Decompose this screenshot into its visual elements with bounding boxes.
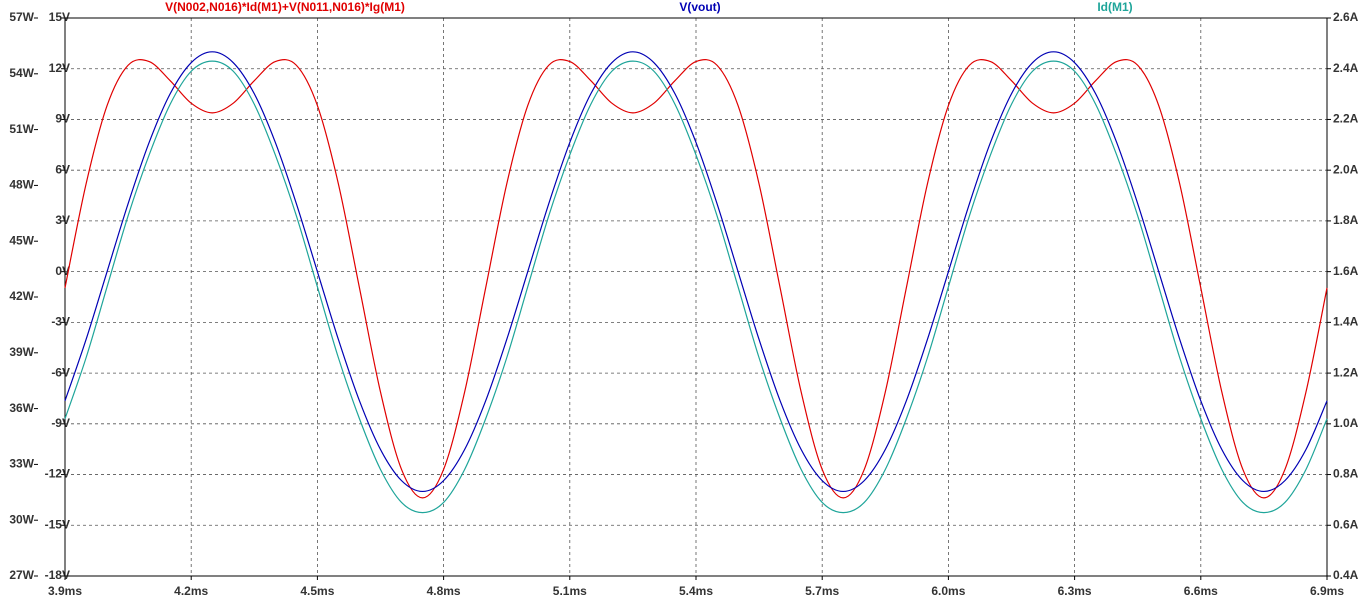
x-tick-label: 6.0ms	[931, 584, 965, 598]
y2-tick-label: 1.2A	[1333, 365, 1359, 379]
y-tick-label: -12V	[45, 467, 70, 481]
y3-tick-label: 39W	[9, 345, 34, 359]
y3-tick-label: 42W	[9, 289, 34, 303]
x-tick-label: 6.6ms	[1184, 584, 1218, 598]
series-line	[64, 51, 1328, 493]
y-tick-label: 0V	[55, 264, 70, 278]
y-tick-label: 15V	[49, 10, 70, 24]
y-tick-label: 6V	[55, 162, 70, 176]
y3-tick-label: 33W	[9, 457, 34, 471]
y3-tick-label: 51W	[9, 122, 34, 136]
series-line	[64, 59, 1328, 499]
y3-tick-label: 27W	[9, 568, 34, 582]
y-tick-label: 9V	[55, 112, 70, 126]
x-tick-label: 3.9ms	[48, 584, 82, 598]
y2-tick-label: 0.8A	[1333, 467, 1359, 481]
legend-label: Id(M1)	[1097, 0, 1132, 14]
y3-tick-label: 54W	[9, 66, 34, 80]
y-tick-label: -18V	[45, 568, 70, 582]
y-tick-label: 3V	[55, 213, 70, 227]
y3-tick-label: 57W	[9, 10, 34, 24]
x-tick-label: 4.5ms	[300, 584, 334, 598]
x-tick-label: 5.4ms	[679, 584, 713, 598]
y-tick-label: -3V	[51, 315, 70, 329]
y-tick-label: -9V	[51, 416, 70, 430]
y-tick-label: -15V	[45, 517, 70, 531]
y-tick-label: 12V	[49, 61, 70, 75]
y3-tick-label: 48W	[9, 178, 34, 192]
y2-tick-label: 0.6A	[1333, 517, 1359, 531]
plot-frame	[64, 17, 1328, 577]
y-tick-label: -6V	[51, 365, 70, 379]
x-tick-label: 6.3ms	[1058, 584, 1092, 598]
y2-tick-label: 1.8A	[1333, 213, 1359, 227]
legend-label: V(N002,N016)*Id(M1)+V(N011,N016)*Ig(M1)	[165, 0, 405, 14]
y2-tick-label: 1.4A	[1333, 315, 1359, 329]
y2-tick-label: 2.0A	[1333, 162, 1359, 176]
y2-tick-label: 2.6A	[1333, 10, 1359, 24]
y3-tick-label: 36W	[9, 401, 34, 415]
x-tick-label: 4.2ms	[174, 584, 208, 598]
x-tick-label: 5.1ms	[553, 584, 587, 598]
legend-label: V(vout)	[679, 0, 720, 14]
y2-tick-label: 2.4A	[1333, 61, 1359, 75]
series-line	[64, 60, 1328, 514]
y2-tick-label: 1.6A	[1333, 264, 1359, 278]
y2-tick-label: 2.2A	[1333, 112, 1359, 126]
x-tick-label: 6.9ms	[1310, 584, 1344, 598]
y2-tick-label: 0.4A	[1333, 568, 1359, 582]
y2-tick-label: 1.0A	[1333, 416, 1359, 430]
x-tick-label: 5.7ms	[805, 584, 839, 598]
x-tick-label: 4.8ms	[427, 584, 461, 598]
y3-tick-label: 30W	[9, 512, 34, 526]
y3-tick-label: 45W	[9, 233, 34, 247]
